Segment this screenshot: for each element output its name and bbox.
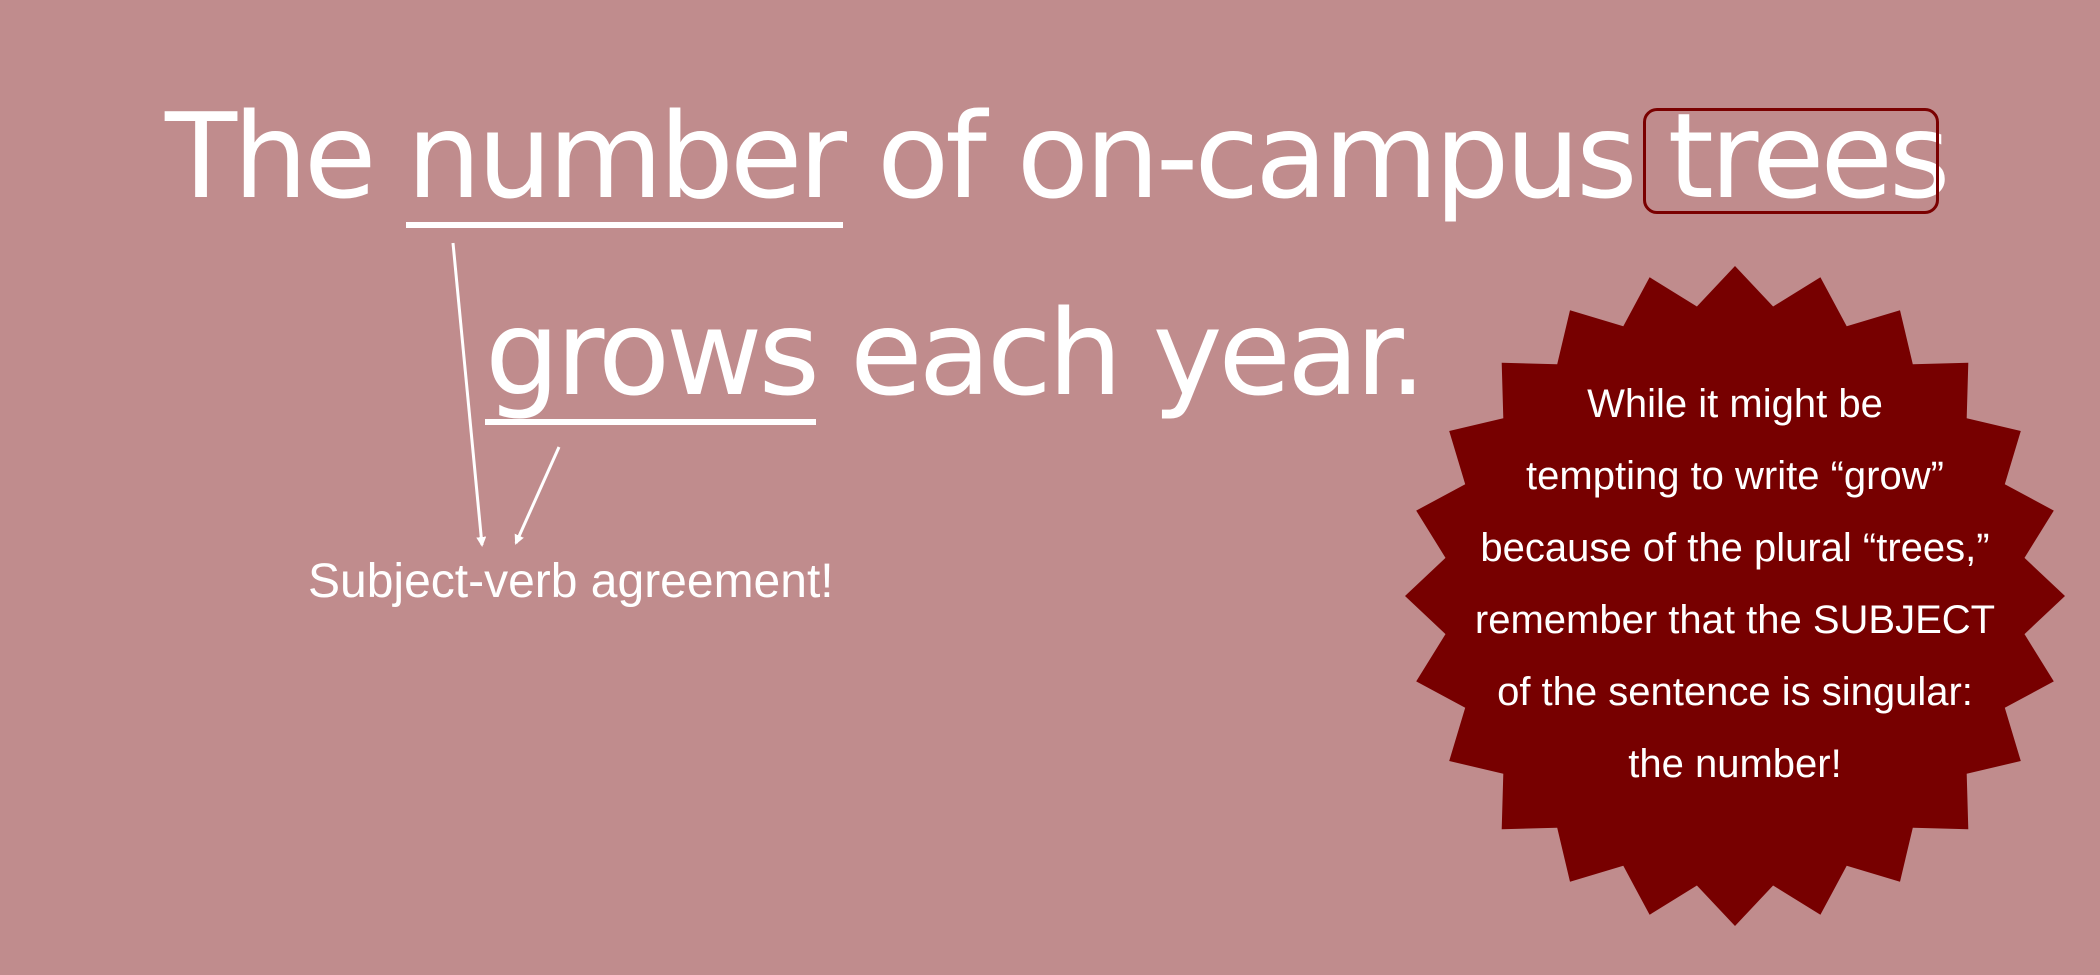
sentence-line-1: The number of on-campus trees <box>165 87 1951 228</box>
trees-highlight-box <box>1643 108 1939 214</box>
callout-line: remember that the SUBJECT <box>1474 598 1996 642</box>
word-of: of <box>877 87 987 225</box>
word-year: year. <box>1152 284 1427 422</box>
callout-line: the number! <box>1628 742 1842 786</box>
word-trees-boxed: trees <box>1667 87 1951 225</box>
callout-line: tempting to write “grow” <box>1526 454 1944 498</box>
arrow-from-number <box>451 242 487 547</box>
callout-text: While it might be tempting to write “gro… <box>1405 368 2065 800</box>
subject-verb-agreement-label: Subject-verb agreement! <box>308 555 834 608</box>
word-the: The <box>165 87 376 225</box>
callout-line: of the sentence is singular: <box>1497 670 1973 714</box>
word-grows-underlined: grows <box>485 284 820 425</box>
arrow-from-grows <box>514 446 561 545</box>
word-each: each <box>850 284 1123 422</box>
word-on-campus: on-campus <box>1016 87 1638 225</box>
sentence-line-2: grows each year. <box>485 284 1427 425</box>
callout-line: While it might be <box>1587 382 1883 426</box>
word-number-underlined: number <box>406 87 847 228</box>
callout-line: because of the plural “trees,” <box>1480 526 1990 570</box>
